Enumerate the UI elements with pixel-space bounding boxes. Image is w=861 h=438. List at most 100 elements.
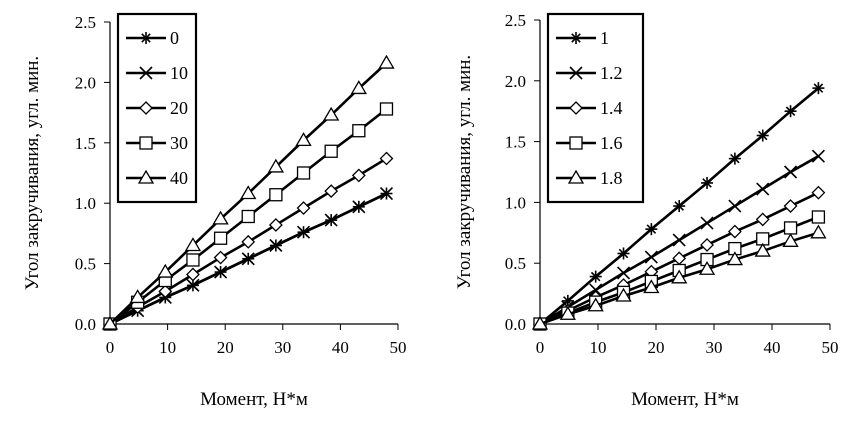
y-tick-label: 2.5 (75, 13, 96, 32)
legend: 1 1.2 1.4 1.6 1.8 (546, 12, 645, 204)
data-point (184, 237, 202, 252)
data-point (589, 270, 602, 283)
data-point (726, 251, 744, 266)
data-point (617, 247, 630, 260)
data-point (379, 186, 394, 201)
data-point (324, 213, 338, 227)
y-tick-label: 0.5 (75, 255, 96, 274)
legend-item: 10 (126, 63, 188, 83)
legend-label: 1 (600, 28, 609, 48)
data-point (673, 200, 686, 213)
data-point (811, 210, 826, 224)
data-point (754, 242, 771, 257)
x-axis-label: Момент, Н*м (631, 389, 739, 410)
data-point (296, 166, 311, 180)
data-point (324, 184, 339, 199)
x-tick-label: 10 (159, 338, 176, 357)
x-tick-label: 30 (274, 338, 291, 357)
data-point (379, 102, 394, 116)
data-point (214, 265, 228, 279)
data-point (728, 199, 742, 213)
x-axis-label: Момент, Н*м (200, 389, 308, 410)
y-tick-label: 0.5 (505, 254, 526, 273)
legend-item: 1.4 (556, 98, 623, 118)
data-point (158, 284, 173, 299)
data-point (268, 218, 283, 232)
data-point (810, 224, 827, 239)
data-point (352, 200, 366, 214)
data-point (701, 176, 714, 189)
legend-item: 30 (126, 133, 188, 153)
data-point (378, 54, 395, 69)
data-point (350, 80, 367, 95)
legend-label: 40 (170, 168, 188, 188)
legend-label: 30 (170, 133, 188, 153)
data-point (700, 238, 714, 252)
data-point (323, 106, 340, 121)
legend-label: 0 (170, 28, 179, 48)
data-point (811, 185, 826, 200)
legend-marker (567, 169, 585, 184)
data-point (784, 105, 797, 118)
chart-1: 0 10 20 30 40 50 0.0 0.5 1.0 1.5 2.0 2.5 Момент, Н*м… (22, 12, 407, 410)
data-point (643, 279, 660, 294)
data-point (587, 297, 604, 312)
data-point (616, 266, 631, 280)
data-point (783, 199, 798, 213)
data-point (213, 250, 228, 265)
data-point (756, 129, 769, 142)
y-tick-label: 0.0 (75, 315, 96, 334)
y-tick-label: 2.5 (505, 11, 526, 30)
data-point (269, 188, 283, 202)
data-point (129, 289, 146, 304)
data-point (240, 185, 257, 200)
data-point (811, 149, 825, 163)
data-point (728, 152, 741, 165)
series-5 (101, 54, 395, 330)
y-tick-label: 1.5 (505, 133, 526, 152)
data-point (296, 201, 311, 215)
legend-label: 10 (170, 63, 188, 83)
series-4 (103, 102, 394, 331)
y-tick-label: 0.0 (505, 315, 526, 334)
data-point (157, 263, 174, 278)
legend-marker (139, 101, 153, 115)
y-tick-label: 1.5 (75, 134, 96, 153)
data-point (352, 124, 366, 138)
legend-item: 1.6 (556, 133, 623, 153)
x-tick-label: 10 (590, 338, 607, 357)
legend-item: 1.8 (556, 168, 623, 188)
legend-label: 1.8 (600, 168, 623, 188)
x-tick-label: 20 (217, 338, 234, 357)
legend-marker (139, 136, 153, 150)
chart-2: 0 10 20 30 40 50 0.0 0.5 1.0 1.5 2.0 2.5 Момент, Н*м… (454, 11, 839, 410)
data-point (101, 315, 119, 330)
legend-marker (139, 66, 153, 80)
data-point (615, 287, 632, 302)
x-tick-label: 30 (706, 338, 723, 357)
legend-marker (569, 101, 583, 115)
data-point (186, 267, 200, 282)
data-point (727, 224, 742, 239)
y-tick-label: 2.0 (505, 72, 526, 91)
x-tick-label: 0 (536, 338, 545, 357)
x-tick-label: 20 (648, 338, 665, 357)
legend-item: 1.2 (556, 63, 623, 83)
data-point (186, 278, 200, 292)
data-point (700, 216, 714, 230)
x-tick-label: 40 (332, 338, 349, 357)
legend-label: 1.2 (600, 63, 623, 83)
data-point (269, 238, 283, 253)
legend: 0 10 20 30 40 (116, 12, 198, 204)
data-point (698, 260, 716, 275)
legend-item: 40 (126, 168, 188, 188)
legend-marker (137, 169, 155, 184)
y-tick-label: 1.0 (75, 194, 96, 213)
data-point (672, 233, 686, 247)
legend-label: 1.6 (600, 133, 623, 153)
data-point (644, 250, 658, 264)
data-point (782, 233, 799, 247)
data-point (379, 151, 394, 166)
data-point (296, 225, 311, 239)
